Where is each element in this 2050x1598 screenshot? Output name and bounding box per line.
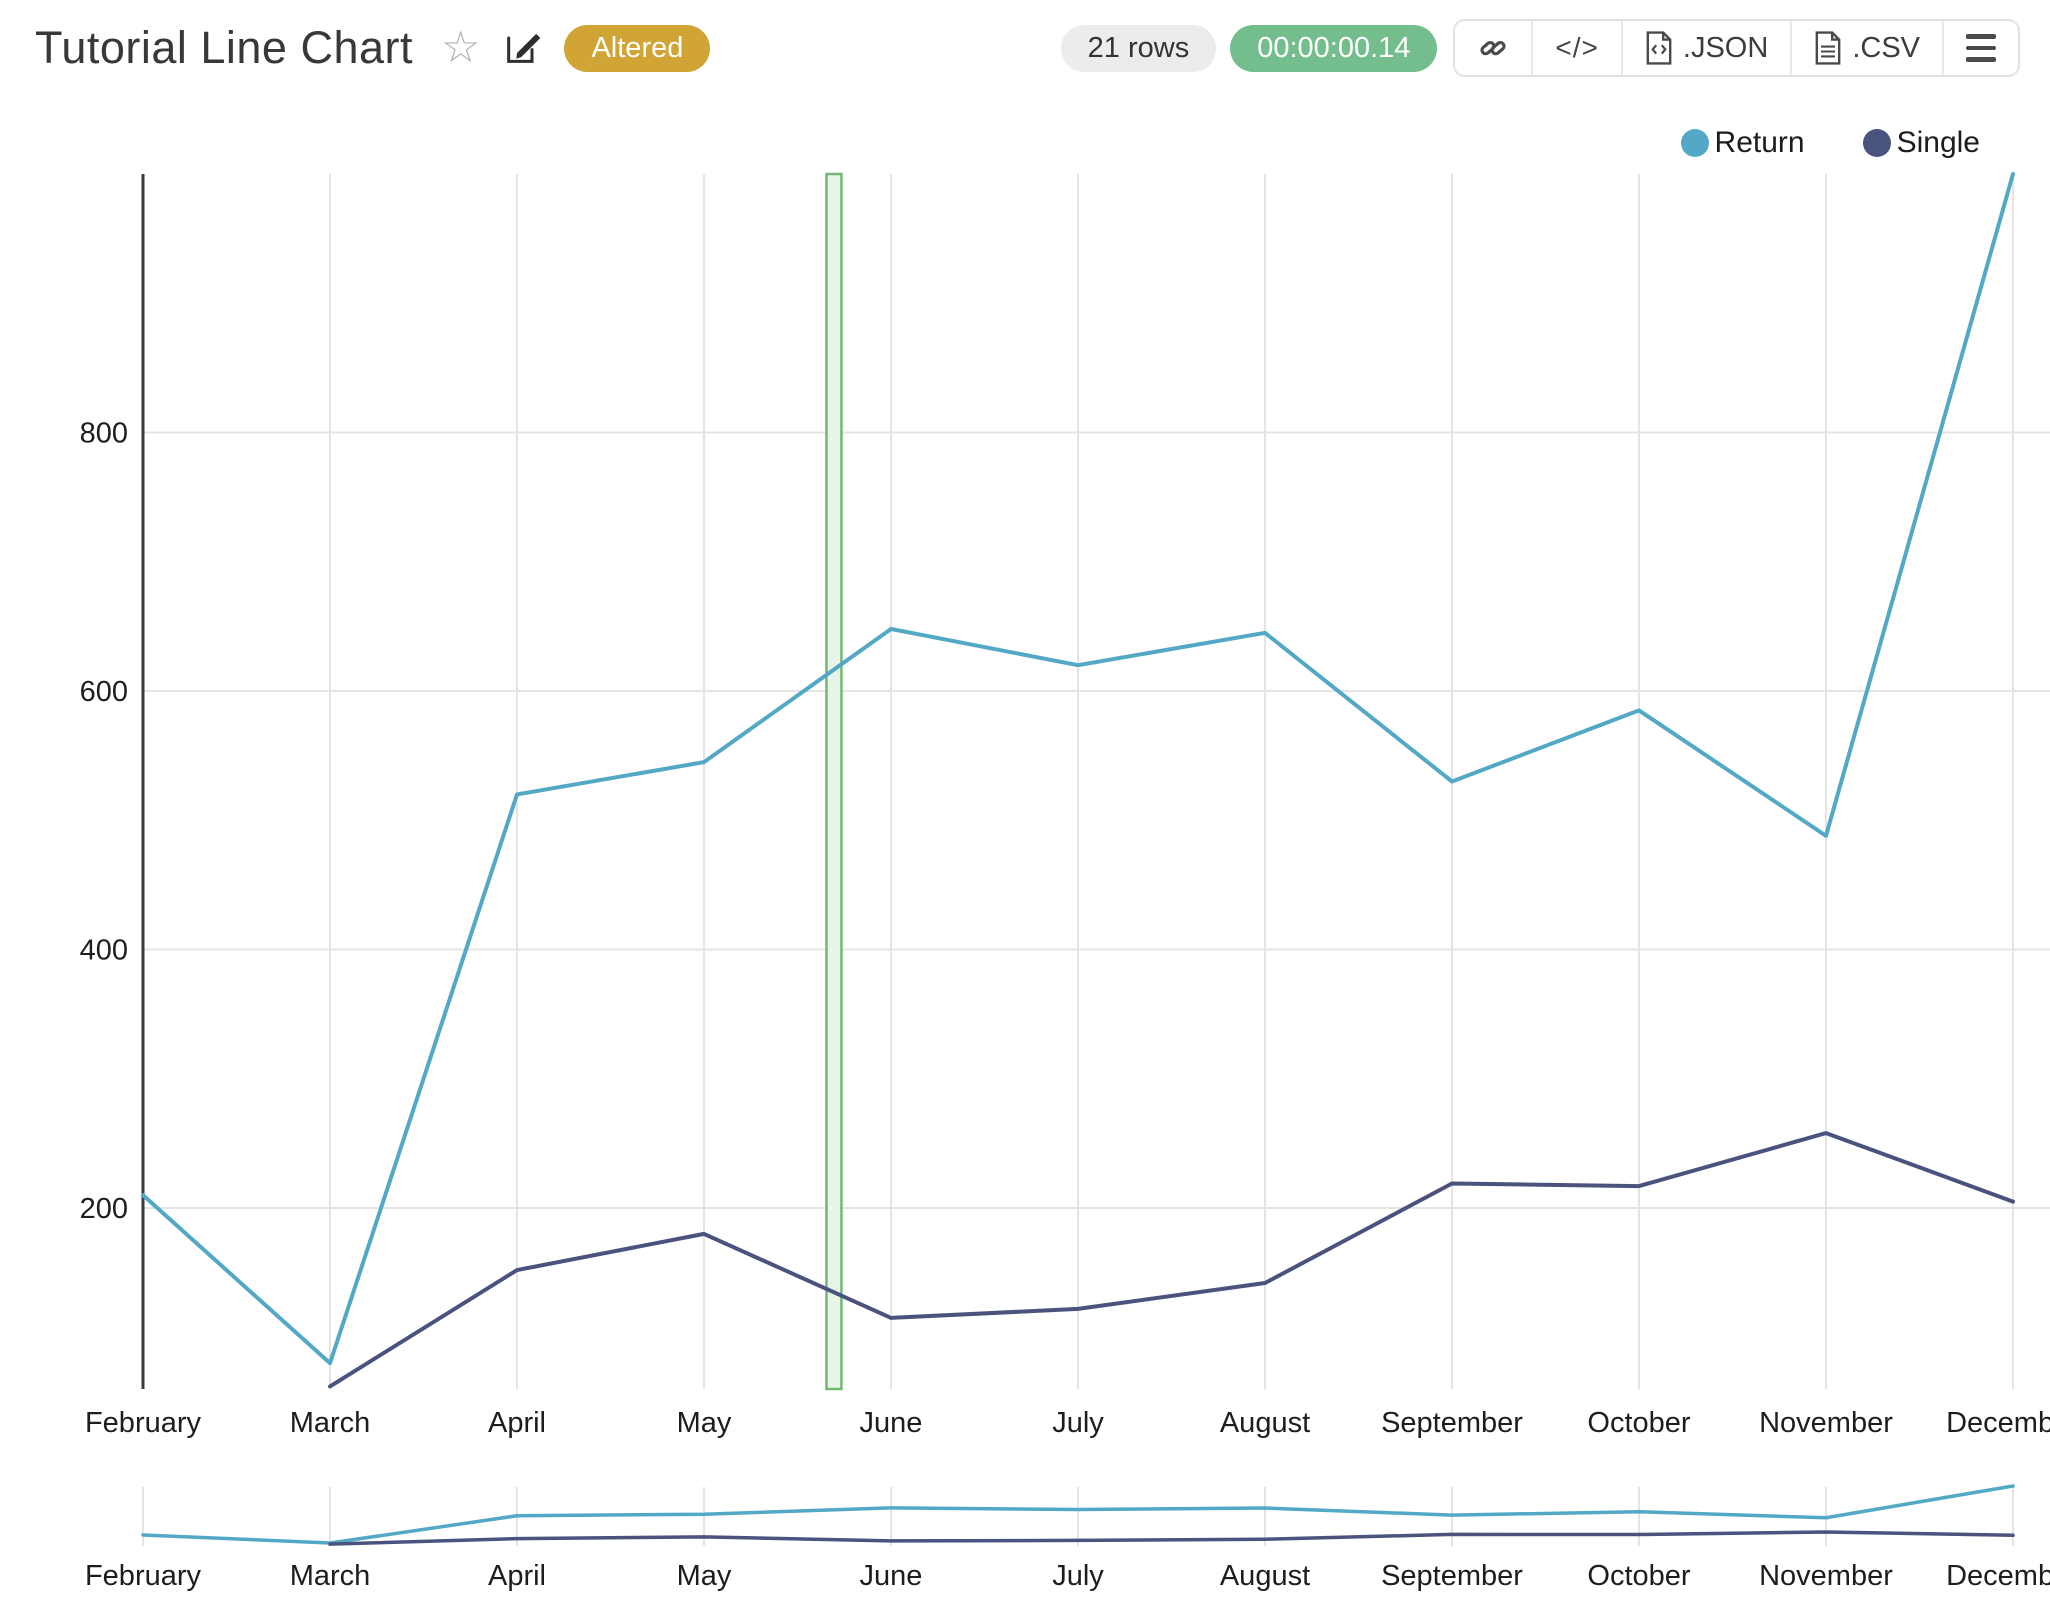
x-axis-label: August xyxy=(1220,1407,1310,1439)
chart-legend: Return Single xyxy=(1680,126,1980,160)
y-tick-label: 400 xyxy=(80,935,128,967)
overview-label: October xyxy=(1587,1560,1690,1592)
x-axis-label: September xyxy=(1381,1407,1523,1439)
row-count-badge: 21 rows xyxy=(1060,24,1217,72)
share-link-button[interactable] xyxy=(1455,21,1532,75)
x-axis-label: October xyxy=(1587,1407,1690,1439)
more-options-button[interactable] xyxy=(1942,21,2018,75)
legend-item-single[interactable]: Single xyxy=(1862,126,1980,160)
single-series-dot xyxy=(1862,129,1891,157)
overview-label: August xyxy=(1220,1560,1310,1592)
overview-label: February xyxy=(85,1560,202,1592)
edit-pencil-icon xyxy=(507,33,541,63)
favorite-star-icon[interactable]: ☆ xyxy=(441,23,481,72)
header-bar: Tutorial Line Chart ☆ Altered 21 rows 00… xyxy=(0,0,2050,96)
series-line-single xyxy=(328,1131,2015,1389)
y-tick-label: 200 xyxy=(80,1193,128,1225)
y-tick-label: 800 xyxy=(80,418,128,450)
overview-label: November xyxy=(1759,1560,1893,1592)
highlight-band[interactable] xyxy=(825,172,843,1391)
y-tick-label: 600 xyxy=(80,676,128,708)
x-axis-label: February xyxy=(85,1407,202,1439)
x-axis-label: March xyxy=(290,1407,371,1439)
overview-label: March xyxy=(290,1560,371,1592)
legend-item-return[interactable]: Return xyxy=(1680,126,1805,160)
overview-label: April xyxy=(488,1560,546,1592)
csv-button-label: .CSV xyxy=(1852,31,1920,64)
overview-label: December xyxy=(1946,1560,2050,1592)
x-axis-label: April xyxy=(488,1407,546,1439)
export-toolbar: </> .JSON .CSV xyxy=(1453,19,2020,77)
edit-button[interactable] xyxy=(502,28,542,68)
x-axis-label: November xyxy=(1759,1407,1893,1439)
overview-label: September xyxy=(1381,1560,1523,1592)
altered-badge: Altered xyxy=(564,24,711,72)
x-axis-label: May xyxy=(677,1407,732,1439)
json-file-icon xyxy=(1646,31,1672,65)
page-title: Tutorial Line Chart xyxy=(35,22,414,73)
return-series-dot xyxy=(1680,129,1709,157)
download-json-button[interactable]: .JSON xyxy=(1620,21,1791,75)
json-button-label: .JSON xyxy=(1682,31,1769,64)
single-series-label: Single xyxy=(1896,126,1980,159)
hamburger-menu-icon xyxy=(1966,34,1996,62)
overview-line-single[interactable] xyxy=(328,1530,2015,1546)
series-line-return xyxy=(141,172,2015,1366)
code-icon: </> xyxy=(1555,32,1599,63)
x-axis-label: June xyxy=(860,1407,923,1439)
link-icon xyxy=(1480,40,1507,56)
x-axis-label: December xyxy=(1946,1407,2050,1439)
overview-line-return[interactable] xyxy=(141,1484,2015,1545)
overview-label: July xyxy=(1052,1560,1104,1592)
overview-label: May xyxy=(677,1560,732,1592)
query-timer-badge: 00:00:00.14 xyxy=(1230,24,1438,72)
embed-code-button[interactable]: </> xyxy=(1531,21,1621,75)
download-csv-button[interactable]: .CSV xyxy=(1790,21,1942,75)
csv-file-icon xyxy=(1815,31,1841,65)
overview-label: June xyxy=(860,1560,923,1592)
return-series-label: Return xyxy=(1714,126,1805,159)
x-axis-label: July xyxy=(1052,1407,1104,1439)
